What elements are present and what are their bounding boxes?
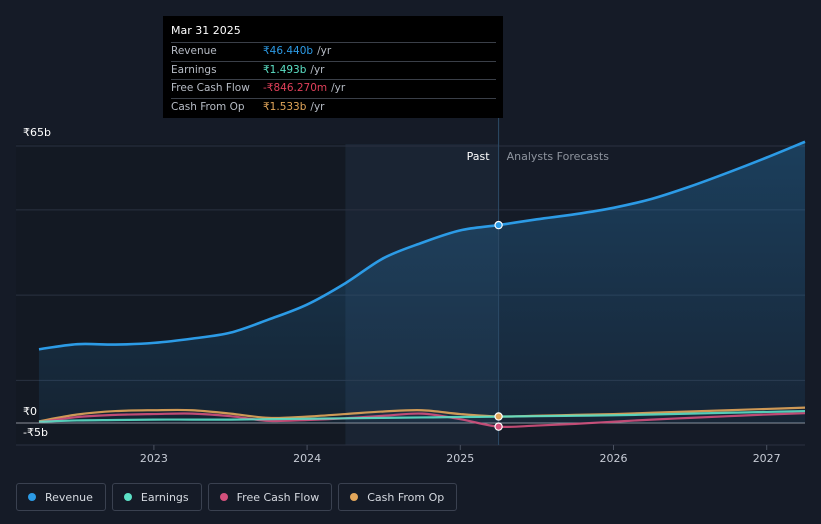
revenue-dot-icon [28, 493, 36, 501]
series-line-cfo [38, 406, 806, 423]
fcf-marker [494, 422, 503, 431]
series-line-revenue [38, 140, 806, 351]
tooltip-label: Free Cash Flow [171, 82, 250, 94]
tooltip-unit: /yr [310, 100, 325, 113]
legend-label: Revenue [45, 490, 93, 504]
legend: Revenue Earnings Free Cash Flow Cash Fro… [16, 483, 458, 511]
tooltip-row-cfo: Cash From Op ₹1.533b /yr [171, 97, 496, 117]
forecast-label: Analysts Forecasts [507, 150, 610, 163]
tooltip-unit: /yr [317, 45, 332, 57]
series-line-fcf [38, 412, 806, 429]
earnings-dot-icon [123, 493, 132, 501]
revenue-area [38, 141, 805, 423]
tooltip-label: Revenue [171, 45, 217, 57]
x-tick-label: 2024 [293, 452, 321, 465]
tooltip-unit: /yr [310, 63, 325, 76]
x-tick-label: 2025 [446, 452, 474, 465]
tooltip-row-earnings: Earnings ₹1.493b /yr [171, 60, 496, 80]
tooltip-row-fcf: Free Cash Flow -₹846.270m /yr [171, 79, 496, 98]
cfo-marker [494, 412, 503, 421]
tooltip-value: ₹46.440b [263, 45, 314, 57]
legend-item-cfo[interactable]: Cash From Op [338, 483, 458, 511]
revenue-marker [494, 220, 503, 230]
cfo-dot-icon [350, 493, 359, 501]
legend-item-revenue[interactable]: Revenue [16, 483, 106, 511]
y-tick-label: -₹5b [23, 426, 48, 439]
x-tick-label: 2027 [753, 452, 781, 465]
tooltip-label: Cash From Op [171, 100, 245, 113]
past-label: Past [467, 150, 491, 163]
tooltip-label: Earnings [171, 63, 217, 76]
x-tick-label: 2023 [140, 452, 168, 465]
legend-label: Cash From Op [367, 490, 445, 504]
legend-label: Earnings [140, 490, 189, 504]
legend-item-earnings[interactable]: Earnings [111, 483, 202, 511]
tooltip-value: ₹1.533b [263, 100, 307, 113]
y-tick-label: ₹65b [23, 126, 51, 139]
legend-item-fcf[interactable]: Free Cash Flow [207, 483, 333, 511]
y-tick-label: ₹0 [23, 405, 37, 418]
tooltip-row-revenue: Revenue ₹46.440b /yr [171, 42, 496, 61]
tooltip-value: ₹1.493b [263, 63, 307, 76]
x-tick-label: 2026 [599, 452, 627, 465]
tooltip-unit: /yr [331, 82, 346, 94]
tooltip-value: -₹846.270m [263, 82, 328, 94]
tooltip-date: Mar 31 2025 [171, 24, 241, 37]
fcf-dot-icon [219, 493, 228, 501]
legend-label: Free Cash Flow [236, 490, 320, 504]
tooltip: Mar 31 2025 Revenue ₹46.440b /yr Earning… [163, 16, 503, 118]
series-line-earnings [38, 409, 806, 423]
